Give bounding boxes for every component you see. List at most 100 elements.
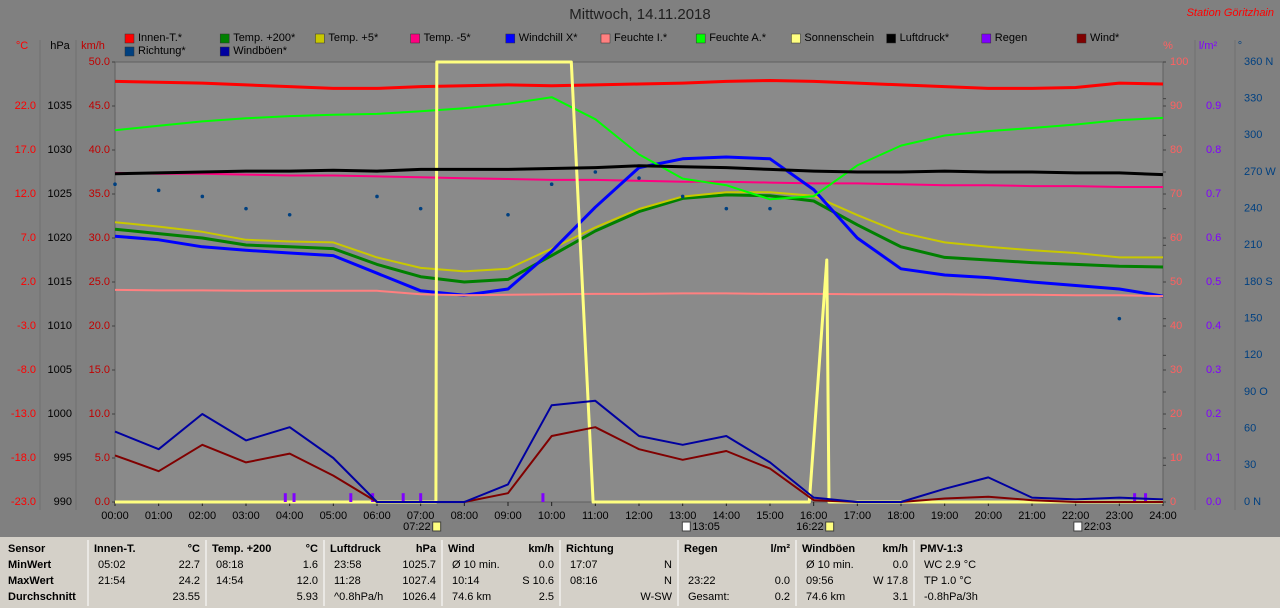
- axis-unit: °: [1238, 40, 1242, 52]
- cell-left: WC 2.9 °C: [924, 559, 976, 571]
- series-line: [114, 191, 1163, 273]
- y-tick-label: 7.0: [21, 232, 36, 244]
- x-tick-label: 07:00: [407, 510, 435, 522]
- cell-left: 21:54: [98, 575, 126, 587]
- cell-left: 17:07: [570, 559, 598, 571]
- y-tick-label: -13.0: [11, 408, 36, 420]
- y-tick-label: 1005: [48, 364, 72, 376]
- direction-dot: [549, 182, 554, 187]
- series-line: [114, 164, 1164, 177]
- cell-right: W-SW: [640, 591, 672, 603]
- x-tick-label: 09:00: [494, 510, 522, 522]
- y-tick-label: 0.6: [1206, 232, 1221, 244]
- sun-time: 22:03: [1084, 521, 1112, 533]
- series-line: [114, 79, 1164, 90]
- legend-swatch: [124, 33, 135, 44]
- cell-right: 1.6: [303, 559, 318, 571]
- y-tick-label: 30: [1170, 364, 1182, 376]
- x-tick-label: 04:00: [276, 510, 304, 522]
- direction-dot: [680, 194, 685, 199]
- y-tick-label: 270 W: [1244, 166, 1276, 178]
- axis-unit: hPa: [50, 40, 70, 52]
- x-tick-label: 00:00: [101, 510, 129, 522]
- y-tick-label: 30.0: [89, 232, 110, 244]
- column-unit: km/h: [882, 543, 908, 555]
- y-tick-label: 0.9: [1206, 100, 1221, 112]
- y-tick-label: 210: [1244, 239, 1262, 251]
- y-tick-label: 1025: [48, 188, 72, 200]
- sun-marker: [825, 521, 835, 532]
- x-tick-label: 08:00: [451, 510, 479, 522]
- sun-time: 07:22: [403, 521, 431, 533]
- sun-marker: [432, 521, 442, 532]
- x-tick-label: 24:00: [1149, 510, 1177, 522]
- x-tick-label: 01:00: [145, 510, 173, 522]
- cell-right: N: [664, 575, 672, 587]
- series-line: [114, 96, 1164, 201]
- legend-swatch: [981, 33, 992, 44]
- y-tick-label: 0.0: [1206, 496, 1221, 508]
- series-line: [114, 193, 1164, 284]
- station-name: Station Göritzhain: [1187, 7, 1274, 19]
- direction-dot: [156, 188, 161, 193]
- series-line: [114, 171, 1163, 188]
- legend-label: Richtung*: [138, 45, 186, 57]
- x-tick-label: 20:00: [975, 510, 1003, 522]
- y-tick-label: 40.0: [89, 144, 110, 156]
- y-tick-label: 40: [1170, 320, 1182, 332]
- y-tick-label: 0.2: [1206, 408, 1221, 420]
- rain-bar: [419, 493, 423, 502]
- y-tick-label: 20: [1170, 408, 1182, 420]
- cell-right: 5.93: [297, 591, 318, 603]
- chart-title: Mittwoch, 14.11.2018: [569, 6, 710, 23]
- y-tick-label: 360 N: [1244, 56, 1273, 68]
- y-tick-label: 180 S: [1244, 276, 1273, 288]
- row-label: MaxWert: [8, 575, 54, 587]
- cell-right: 2.5: [539, 591, 554, 603]
- legend-swatch: [315, 33, 325, 44]
- cell-right: 12.0: [297, 575, 318, 587]
- series-line: [114, 399, 1164, 503]
- y-tick-label: 60: [1170, 232, 1182, 244]
- y-tick-label: -8.0: [17, 364, 36, 376]
- column-header: Innen-T.: [94, 543, 136, 555]
- legend-label: Feuchte I.*: [614, 32, 668, 44]
- column-unit: °C: [306, 543, 318, 555]
- cell-left: 23:22: [688, 575, 716, 587]
- cell-left: 11:28: [334, 575, 361, 587]
- legend-label: Feuchte A.*: [709, 32, 767, 44]
- column-header: Regen: [684, 543, 718, 555]
- x-tick-label: 12:00: [625, 510, 653, 522]
- direction-dot: [1117, 316, 1122, 321]
- cell-right: S 10.6: [522, 575, 554, 587]
- cell-left: TP 1.0 °C: [924, 575, 972, 587]
- cell-left: Ø 10 min.: [806, 559, 854, 571]
- column-header: Wind: [448, 543, 475, 555]
- cell-right: 3.1: [893, 591, 908, 603]
- y-tick-label: 0.7: [1206, 188, 1221, 200]
- axis-unit: %: [1163, 40, 1173, 52]
- y-tick-label: 80: [1170, 144, 1182, 156]
- legend-label: Sonnenschein: [804, 32, 874, 44]
- rain-bar: [541, 493, 545, 502]
- y-tick-label: 90 O: [1244, 386, 1268, 398]
- y-tick-label: 0: [1170, 496, 1176, 508]
- direction-dot: [113, 182, 117, 187]
- legend-label: Temp. +5*: [328, 32, 379, 44]
- sun-time: 16:22: [796, 521, 824, 533]
- y-tick-label: -23.0: [11, 496, 36, 508]
- y-tick-label: 50.0: [89, 56, 110, 68]
- row-label: MinWert: [8, 559, 52, 571]
- cell-left: 10:14: [452, 575, 480, 587]
- cell-right: 1027.4: [402, 575, 436, 587]
- cell-right: 24.2: [179, 575, 200, 587]
- x-tick-label: 13:00: [669, 510, 697, 522]
- y-tick-label: -18.0: [11, 452, 36, 464]
- cell-left: 23:58: [334, 559, 362, 571]
- y-tick-label: 0.0: [95, 496, 110, 508]
- rain-bar: [349, 493, 353, 502]
- legend-swatch: [505, 33, 516, 44]
- y-tick-label: 30: [1244, 459, 1256, 471]
